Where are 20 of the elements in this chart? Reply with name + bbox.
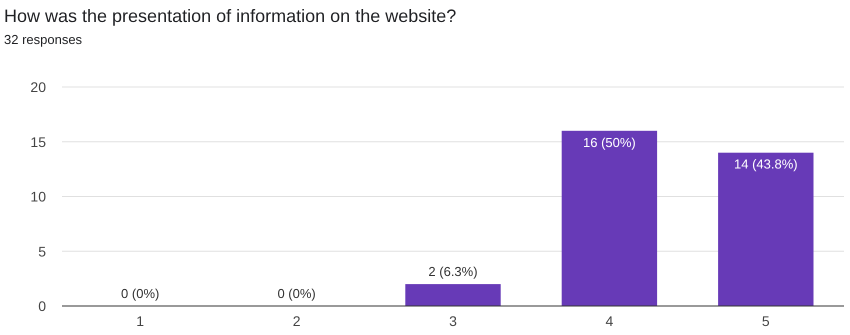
data-label: 0 (0%) bbox=[277, 286, 316, 301]
y-tick-label: 5 bbox=[38, 243, 46, 260]
data-label: 14 (43.8%) bbox=[734, 156, 798, 172]
chart-subtitle: 32 responses bbox=[4, 32, 83, 47]
data-label: 16 (50%) bbox=[583, 134, 636, 150]
x-tick-label: 3 bbox=[449, 313, 458, 329]
x-tick-label: 5 bbox=[762, 313, 770, 329]
data-label: 0 (0%) bbox=[121, 286, 160, 301]
y-tick-label: 0 bbox=[38, 298, 46, 314]
chart-title: How was the presentation of information on the website? bbox=[4, 6, 456, 26]
y-tick-label: 20 bbox=[30, 79, 46, 95]
x-tick-label: 1 bbox=[136, 313, 144, 329]
bar bbox=[562, 130, 658, 306]
x-tick-label: 4 bbox=[606, 313, 614, 329]
bar bbox=[718, 152, 814, 306]
x-tick-label: 2 bbox=[292, 313, 301, 329]
data-label: 2 (6.3%) bbox=[428, 264, 478, 280]
y-tick-label: 10 bbox=[30, 188, 46, 204]
y-tick-label: 15 bbox=[30, 134, 46, 150]
bar bbox=[405, 284, 501, 306]
